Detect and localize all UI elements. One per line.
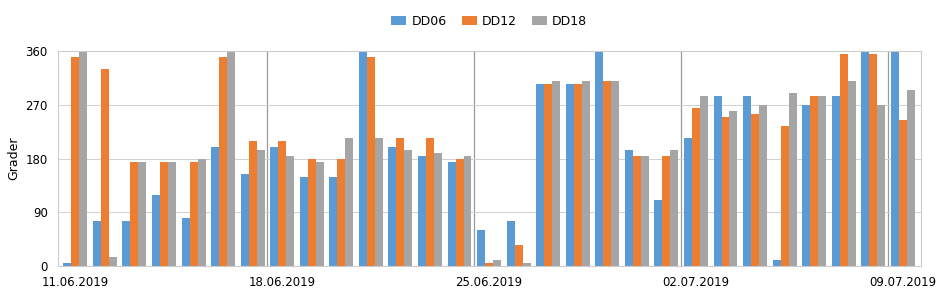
Bar xyxy=(780,126,789,266)
Bar xyxy=(63,263,71,266)
Bar xyxy=(907,90,915,266)
Bar xyxy=(278,141,287,266)
Bar xyxy=(595,51,604,266)
Bar xyxy=(773,260,780,266)
Bar xyxy=(131,162,138,266)
Bar xyxy=(515,245,522,266)
Legend: DD06, DD12, DD18: DD06, DD12, DD18 xyxy=(387,10,591,33)
Bar xyxy=(464,156,471,266)
Bar xyxy=(640,156,649,266)
Bar xyxy=(434,153,442,266)
Bar xyxy=(338,159,345,266)
Bar xyxy=(522,263,531,266)
Bar xyxy=(507,221,515,266)
Bar xyxy=(840,54,848,266)
Bar xyxy=(367,57,375,266)
Bar xyxy=(604,81,611,266)
Bar xyxy=(256,149,265,266)
Bar xyxy=(389,147,396,266)
Bar xyxy=(109,257,117,266)
Bar xyxy=(138,162,147,266)
Bar xyxy=(848,81,856,266)
Bar xyxy=(211,147,219,266)
Bar xyxy=(625,149,633,266)
Bar xyxy=(122,221,131,266)
Bar xyxy=(240,173,249,266)
Bar xyxy=(692,108,700,266)
Bar xyxy=(71,57,79,266)
Bar xyxy=(899,120,907,266)
Bar xyxy=(751,114,759,266)
Bar xyxy=(307,159,316,266)
Bar xyxy=(101,69,109,266)
Bar xyxy=(729,111,738,266)
Bar xyxy=(477,230,485,266)
Bar xyxy=(198,159,205,266)
Bar xyxy=(375,138,383,266)
Bar xyxy=(300,176,307,266)
Bar xyxy=(287,156,294,266)
Bar xyxy=(861,51,869,266)
Bar xyxy=(447,162,456,266)
Bar xyxy=(700,96,708,266)
Bar xyxy=(396,138,404,266)
Bar xyxy=(485,263,493,266)
Bar xyxy=(832,96,840,266)
Bar xyxy=(877,105,885,266)
Bar xyxy=(818,96,826,266)
Bar xyxy=(744,96,751,266)
Bar xyxy=(662,156,671,266)
Bar xyxy=(759,105,767,266)
Bar xyxy=(219,57,227,266)
Bar xyxy=(329,176,338,266)
Y-axis label: Grader: Grader xyxy=(7,137,20,180)
Bar xyxy=(633,156,640,266)
Bar xyxy=(79,51,87,266)
Bar xyxy=(345,138,353,266)
Bar xyxy=(249,141,256,266)
Bar xyxy=(168,162,176,266)
Bar xyxy=(316,162,324,266)
Bar xyxy=(227,51,235,266)
Bar xyxy=(713,96,722,266)
Bar xyxy=(536,84,544,266)
Bar xyxy=(671,149,678,266)
Bar xyxy=(582,81,589,266)
Bar xyxy=(655,200,662,266)
Bar xyxy=(93,221,101,266)
Bar xyxy=(182,218,189,266)
Bar xyxy=(869,54,877,266)
Bar xyxy=(418,156,426,266)
Bar xyxy=(271,147,278,266)
Bar xyxy=(152,194,160,266)
Bar xyxy=(426,138,434,266)
Bar xyxy=(544,84,552,266)
Bar xyxy=(611,81,620,266)
Bar xyxy=(552,81,560,266)
Bar xyxy=(189,162,198,266)
Bar xyxy=(722,117,729,266)
Bar xyxy=(493,260,501,266)
Bar xyxy=(404,149,412,266)
Bar xyxy=(566,84,573,266)
Bar xyxy=(160,162,168,266)
Bar xyxy=(684,138,692,266)
Bar xyxy=(573,84,582,266)
Bar xyxy=(456,159,464,266)
Bar xyxy=(810,96,818,266)
Bar xyxy=(789,93,797,266)
Bar xyxy=(891,51,899,266)
Bar xyxy=(802,105,810,266)
Bar xyxy=(359,51,367,266)
